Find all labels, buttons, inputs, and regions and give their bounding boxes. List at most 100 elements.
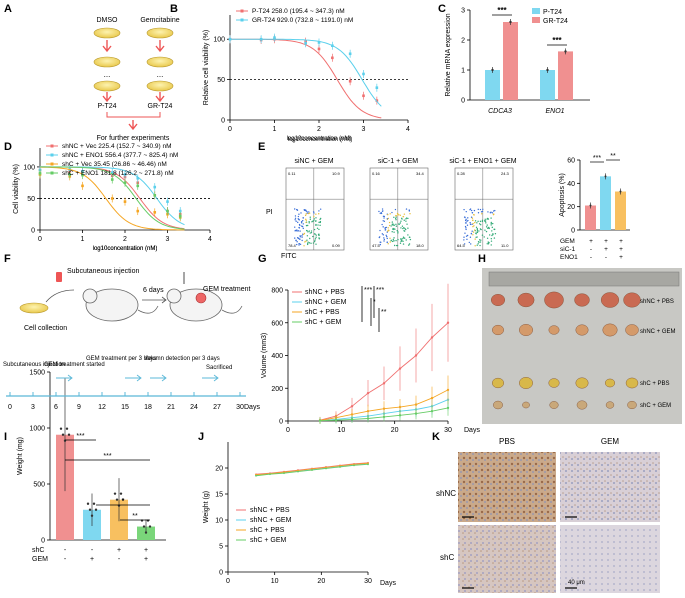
flow-event — [397, 232, 399, 234]
data-point — [123, 173, 127, 176]
flow-event — [383, 237, 385, 239]
flow-event — [469, 223, 472, 226]
flow-event — [402, 243, 405, 245]
flow-event — [294, 237, 296, 239]
flow-event — [485, 222, 487, 224]
flow-event — [310, 230, 313, 232]
data-point — [619, 190, 622, 193]
flow-event — [480, 239, 482, 241]
quadrant-value: 34.4 — [416, 171, 425, 176]
flow-event — [494, 233, 497, 235]
y-tick-label: 1 — [461, 68, 465, 75]
data-point — [362, 72, 365, 76]
flow-event — [387, 227, 389, 229]
flow-event — [393, 231, 395, 233]
row-mark: - — [590, 246, 592, 253]
panel-label-g: G — [258, 253, 267, 265]
flow-event — [307, 241, 309, 243]
flow-event — [477, 220, 479, 223]
flow-event — [493, 228, 495, 231]
flow-event — [474, 245, 476, 247]
row-mark: + — [589, 238, 593, 245]
legend-label: shNC + Vec 225.4 (152.7 ~ 340.9) nM — [62, 143, 171, 150]
data-point — [382, 382, 386, 385]
flow-event — [463, 208, 465, 211]
flow-event — [319, 217, 322, 220]
flow-event — [302, 217, 305, 219]
panel-label-i: I — [4, 431, 7, 443]
data-point — [430, 396, 434, 400]
panel-j-chart: 0 5 10 15 20 0 10 20 30 Weight (g) Days shNC + PBS s… — [203, 442, 396, 587]
flow-event — [383, 217, 385, 219]
flow-event — [319, 208, 322, 210]
flow-event — [302, 233, 305, 236]
flow-event — [318, 228, 320, 231]
flow-event — [464, 219, 467, 222]
row-mark: + — [604, 238, 608, 245]
dmso-label: DMSO — [97, 17, 119, 24]
flow-event — [470, 232, 473, 235]
flow-event — [315, 236, 317, 238]
timeline-tick-label: 27 — [213, 404, 221, 411]
tumor-specimen — [605, 401, 615, 409]
x-tick-label: 20 — [391, 427, 399, 434]
data-point — [142, 525, 146, 528]
quadrant-value: 64.5 — [457, 243, 466, 248]
data-point — [61, 433, 65, 436]
y-axis-label: Weight (g) — [203, 491, 210, 523]
row-label: GEM — [32, 556, 48, 563]
flow-event — [408, 209, 410, 211]
quadrant-value: 47.5 — [372, 243, 381, 248]
flow-event — [478, 230, 480, 232]
y-tick-label: 200 — [271, 386, 283, 393]
flow-event — [403, 237, 406, 239]
flow-event — [306, 235, 309, 237]
quadrant-value: 78.4 — [288, 243, 297, 248]
y-tick-label: 2 — [461, 38, 465, 45]
y-tick-label: 60 — [567, 158, 575, 165]
tumor-specimen — [548, 325, 560, 335]
row-label: siC-1 — [560, 246, 576, 253]
x-axis-label: log10concentration (nM) — [288, 137, 353, 143]
tumor-specimen — [623, 292, 641, 308]
flow-event — [395, 216, 397, 218]
flow-event — [304, 214, 307, 217]
flow-event — [484, 229, 486, 231]
data-point — [38, 171, 42, 175]
significance-label: *** — [552, 36, 562, 45]
panel-g-chart: 0 200 400 600 800 0 10 20 30 Volume (mm3) Days shNC… — [261, 283, 480, 434]
flow-event — [296, 241, 298, 243]
data-point — [366, 409, 370, 413]
legend-label: shNC + GEM — [250, 517, 292, 524]
flow-event — [465, 228, 467, 231]
tumor-specimen — [602, 323, 618, 337]
y-axis-label: Weight (mg) — [17, 437, 24, 475]
tumor-specimen — [492, 324, 504, 336]
flow-event — [382, 210, 384, 212]
timeline-arrow — [125, 374, 142, 382]
y-tick-label: 20 — [567, 204, 575, 211]
flow-event — [487, 241, 489, 243]
flow-event — [484, 218, 486, 221]
x-axis-label: Days — [380, 580, 396, 587]
flow-event — [379, 212, 381, 215]
flow-event — [306, 224, 309, 227]
row-mark: - — [118, 556, 121, 563]
row-mark: - — [64, 547, 67, 554]
flow-event — [301, 225, 303, 227]
flow-event — [394, 228, 396, 230]
flow-event — [315, 234, 317, 236]
ihc-row-shc: shC — [440, 553, 454, 562]
flow-event — [484, 220, 487, 222]
flow-event — [312, 242, 315, 244]
flow-event — [475, 236, 477, 238]
dish-stack-left — [93, 27, 121, 92]
tumor-specimen — [605, 378, 616, 388]
flow-event — [465, 227, 467, 229]
flow-event — [476, 231, 478, 233]
flow-event — [486, 243, 488, 245]
data-point — [311, 469, 313, 471]
flow-event — [490, 221, 492, 224]
quadrant-value: 0.28 — [457, 171, 466, 176]
data-point — [259, 37, 263, 41]
